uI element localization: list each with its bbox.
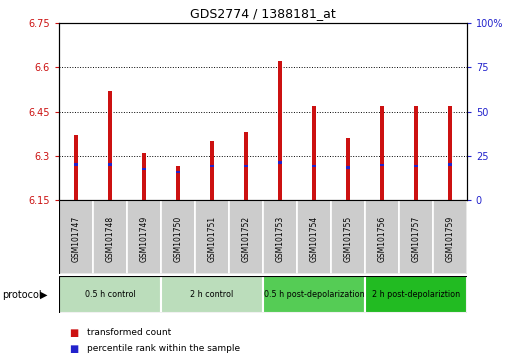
Bar xyxy=(414,165,418,167)
Bar xyxy=(278,161,282,164)
Bar xyxy=(161,276,263,313)
Text: GSM101748: GSM101748 xyxy=(106,216,114,262)
Text: GSM101756: GSM101756 xyxy=(378,216,386,262)
Text: GSM101759: GSM101759 xyxy=(445,216,455,262)
Text: GSM101755: GSM101755 xyxy=(343,216,352,262)
Bar xyxy=(210,141,214,200)
Text: percentile rank within the sample: percentile rank within the sample xyxy=(87,344,240,353)
Bar xyxy=(448,105,452,200)
Text: 2 h control: 2 h control xyxy=(190,290,233,299)
Bar xyxy=(414,105,418,200)
Text: transformed count: transformed count xyxy=(87,328,171,337)
Bar xyxy=(74,164,78,166)
Text: ■: ■ xyxy=(69,344,78,354)
Bar xyxy=(312,105,316,200)
Text: GSM101753: GSM101753 xyxy=(275,216,284,262)
Bar xyxy=(346,166,350,169)
Text: GSM101751: GSM101751 xyxy=(207,216,216,262)
Text: GSM101754: GSM101754 xyxy=(309,216,319,262)
Bar xyxy=(210,165,214,167)
Text: GSM101747: GSM101747 xyxy=(71,216,81,262)
Bar xyxy=(365,276,467,313)
Text: GSM101757: GSM101757 xyxy=(411,216,420,262)
Bar xyxy=(176,171,180,173)
Bar xyxy=(346,138,350,200)
Bar xyxy=(448,164,452,166)
Bar xyxy=(263,200,297,274)
Bar xyxy=(278,61,282,200)
Bar xyxy=(312,165,316,167)
Bar xyxy=(108,164,112,166)
Bar xyxy=(195,200,229,274)
Text: GSM101749: GSM101749 xyxy=(140,216,148,262)
Text: ▶: ▶ xyxy=(40,290,47,300)
Bar xyxy=(331,200,365,274)
Bar xyxy=(229,200,263,274)
Bar xyxy=(142,153,146,200)
Bar xyxy=(365,200,399,274)
Bar xyxy=(59,276,161,313)
Title: GDS2774 / 1388181_at: GDS2774 / 1388181_at xyxy=(190,7,336,21)
Text: 0.5 h post-depolarization: 0.5 h post-depolarization xyxy=(264,290,364,299)
Bar xyxy=(74,135,78,200)
Text: 0.5 h control: 0.5 h control xyxy=(85,290,135,299)
Bar xyxy=(380,164,384,166)
Text: GSM101752: GSM101752 xyxy=(242,216,250,262)
Text: ■: ■ xyxy=(69,328,78,338)
Bar xyxy=(244,165,248,167)
Bar xyxy=(93,200,127,274)
Bar xyxy=(244,132,248,200)
Bar xyxy=(297,200,331,274)
Bar xyxy=(380,105,384,200)
Text: protocol: protocol xyxy=(3,290,42,300)
Bar xyxy=(59,200,93,274)
Text: GSM101750: GSM101750 xyxy=(173,216,183,262)
Bar xyxy=(399,200,433,274)
Bar xyxy=(176,166,180,200)
Text: 2 h post-depolariztion: 2 h post-depolariztion xyxy=(372,290,460,299)
Bar xyxy=(433,200,467,274)
Bar xyxy=(108,91,112,200)
Bar xyxy=(142,168,146,170)
Bar xyxy=(161,200,195,274)
Bar xyxy=(263,276,365,313)
Bar xyxy=(127,200,161,274)
